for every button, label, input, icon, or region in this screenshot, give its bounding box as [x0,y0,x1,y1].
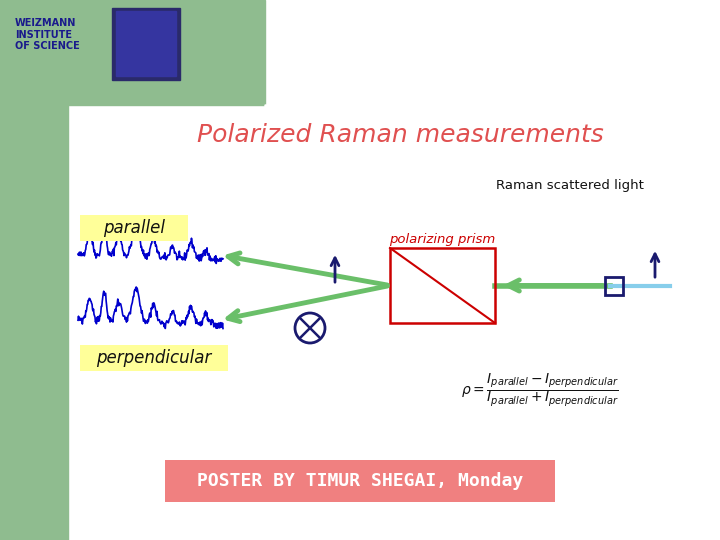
Text: POSTER BY TIMUR SHEGAI, Monday: POSTER BY TIMUR SHEGAI, Monday [197,472,523,490]
Text: parallel: parallel [103,219,165,237]
Bar [0,0,68,540]
Bar [605,276,623,294]
Bar [116,11,176,76]
Bar [112,8,180,80]
Text: Raman scattered light: Raman scattered light [496,179,644,192]
Bar [80,215,188,241]
Text: polarizing prism: polarizing prism [389,233,495,246]
Text: WEIZMANN
INSTITUTE
OF SCIENCE: WEIZMANN INSTITUTE OF SCIENCE [15,18,80,51]
Text: $\rho = \dfrac{I_{parallel} - I_{perpendicular}}{I_{parallel} + I_{perpendicular: $\rho = \dfrac{I_{parallel} - I_{perpend… [462,372,618,409]
Bar [80,345,228,371]
Wedge shape [265,105,291,131]
Text: Polarized Raman measurements: Polarized Raman measurements [197,123,603,147]
Bar [0,0,265,105]
Bar [165,460,555,502]
Bar [390,248,495,323]
Text: perpendicular: perpendicular [96,349,212,367]
